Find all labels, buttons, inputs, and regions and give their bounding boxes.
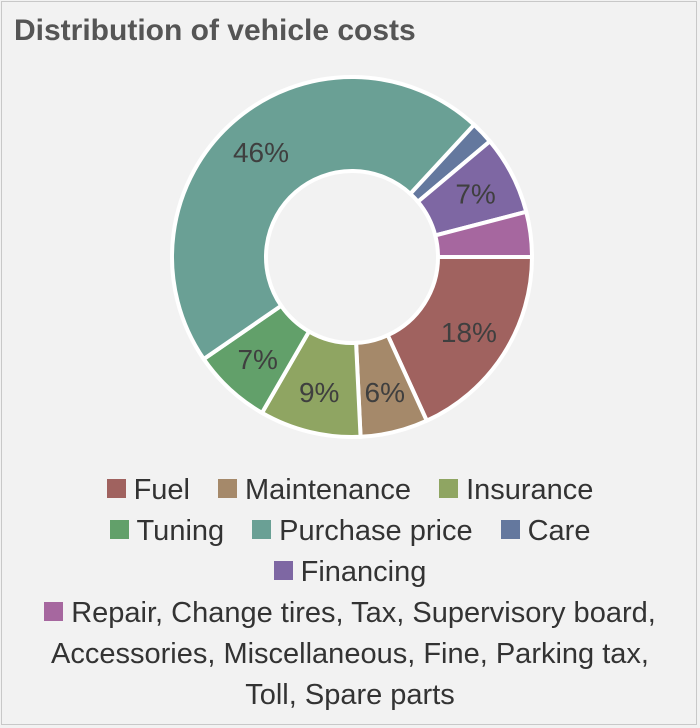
slice-data-label: 7%	[455, 178, 495, 209]
legend-item-insurance[interactable]: Insurance	[439, 470, 593, 511]
legend-swatch	[439, 479, 459, 498]
legend-label: Tuning	[136, 515, 225, 547]
slice-data-label: 7%	[237, 344, 277, 375]
legend-swatch	[500, 520, 520, 539]
legend-item-maintenance[interactable]: Maintenance	[218, 470, 411, 511]
legend-item-fuel[interactable]: Fuel	[106, 470, 190, 511]
legend-label: Fuel	[133, 474, 190, 506]
chart-legend: Fuel Maintenance Insurance Tuning Purcha…	[40, 470, 660, 716]
legend-item-other[interactable]: Repair, Change tires, Tax, Supervisory b…	[40, 593, 660, 716]
legend-swatch	[273, 561, 293, 580]
legend-swatch	[252, 520, 272, 539]
legend-swatch	[106, 479, 126, 498]
donut-slice-fuel[interactable]	[385, 255, 535, 424]
slice-data-label: 6%	[365, 377, 405, 408]
legend-item-financing[interactable]: Financing	[273, 552, 427, 593]
legend-label: Purchase price	[279, 515, 473, 547]
legend-item-care[interactable]: Care	[500, 511, 591, 552]
slice-data-label: 9%	[299, 377, 339, 408]
legend-item-purchase-price[interactable]: Purchase price	[252, 511, 473, 552]
legend-item-tuning[interactable]: Tuning	[109, 511, 225, 552]
legend-label: Insurance	[466, 474, 594, 506]
slice-data-label: 46%	[233, 137, 289, 168]
legend-swatch	[44, 602, 64, 621]
donut-slice-purchase-price[interactable]	[170, 75, 477, 362]
legend-label: Maintenance	[245, 474, 412, 506]
slice-data-label: 18%	[441, 317, 497, 348]
donut-chart: 18% 6% 9% 7% 46% 7%	[170, 75, 535, 439]
legend-label: Financing	[300, 556, 427, 588]
legend-label: Care	[527, 515, 591, 547]
legend-swatch	[218, 479, 237, 498]
donut-slice-repair[interactable]	[432, 209, 535, 259]
legend-label: Repair, Change tires, Tax, Supervisory b…	[51, 597, 656, 711]
legend-swatch	[109, 520, 129, 539]
chart-title: Distribution of vehicle costs	[14, 14, 416, 47]
